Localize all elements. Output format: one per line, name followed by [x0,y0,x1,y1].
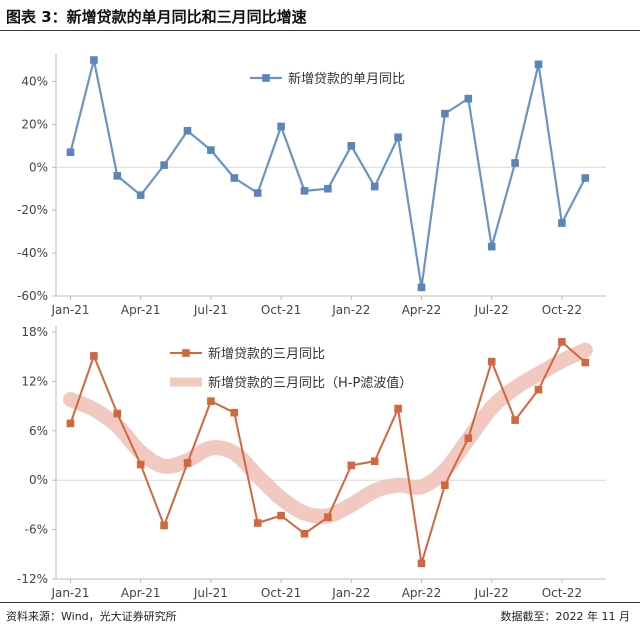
data-point-three-month-yoy [581,358,590,367]
y-tick-label: -20% [17,203,48,217]
data-point-single-month-yoy [581,174,590,182]
title-divider [0,30,640,31]
data-point-single-month-yoy [534,60,543,69]
data-point-single-month-yoy [441,109,449,118]
bottom-chart: -12% -6% 0% 6% 12% 18% Jan-21 Apr-21 Jul-21 Oct-2… [17,325,606,600]
data-point-three-month-yoy [441,481,449,489]
data-point-single-month-yoy [183,127,192,135]
data-point-single-month-yoy [136,191,145,199]
data-point-three-month-yoy [160,521,168,530]
data-point-three-month-yoy [511,416,519,424]
data-point-three-month-yoy [207,397,215,405]
x-tick-label: Apr-22 [402,303,442,317]
x-tick-label: Oct-22 [542,303,582,317]
data-point-single-month-yoy [324,184,332,193]
y-tick-label: 20% [21,117,48,131]
data-point-three-month-yoy [253,519,262,527]
footer-divider [0,602,640,603]
data-point-single-month-yoy [207,146,215,154]
x-tick-label: Jul-22 [474,303,509,317]
data-point-three-month-yoy [464,434,473,443]
x-tick-label: Oct-21 [261,303,301,317]
data-point-three-month-yoy [230,408,239,417]
date-note: 数据截至：2022 年 11 月 [500,610,630,623]
data-point-single-month-yoy [394,133,402,142]
x-tick-label: Jan-22 [331,586,370,600]
x-tick-label: Apr-22 [402,586,442,600]
x-tick-label: Jan-21 [50,586,89,600]
data-point-single-month-yoy [66,148,75,157]
y-tick-label: 0% [29,160,48,174]
x-tick-label: Oct-22 [542,586,582,600]
y-tick-label: 12% [21,374,48,388]
x-tick-label: Oct-21 [261,586,301,600]
data-point-single-month-yoy [464,94,473,103]
data-point-single-month-yoy [300,187,309,195]
data-point-single-month-yoy [370,182,379,191]
y-tick-label: -60% [17,289,48,303]
y-tick-label: 6% [29,424,48,438]
legend-label-three-month: 新增贷款的三月同比 [208,346,325,362]
x-tick-label: Apr-21 [121,586,161,600]
y-tick-label: -12% [17,572,48,586]
data-point-single-month-yoy [417,283,426,292]
x-tick-label: Jul-21 [193,586,228,600]
x-tick-label: Jul-21 [193,303,228,317]
x-tick-label: Jul-22 [474,586,509,600]
data-point-three-month-yoy [394,404,402,413]
series-line-single-month-yoy [69,58,587,289]
legend-marker-single-month [262,74,270,82]
data-point-single-month-yoy [113,172,122,180]
data-point-three-month-yoy [66,419,75,428]
legend-label-hp-trend: 新增贷款的三月同比（H-P滤波值） [208,375,412,391]
data-point-three-month-yoy [370,457,379,466]
top-chart: -60% -40% -20% 0% 20% 40% Jan-21 Apr-21 Jul-21 Oc… [17,54,606,317]
data-point-single-month-yoy [277,122,285,131]
y-tick-label: 0% [29,473,48,487]
data-point-single-month-yoy [487,242,496,251]
data-point-three-month-yoy [183,459,192,467]
legend-label-single-month: 新增贷款的单月同比 [288,71,405,87]
data-point-three-month-yoy [277,511,285,520]
y-tick-label: -40% [17,246,48,260]
data-point-single-month-yoy [558,219,566,227]
x-tick-label: Jan-22 [331,303,370,317]
data-point-three-month-yoy [324,513,332,522]
data-point-single-month-yoy [230,174,239,182]
figure-title: 图表 3：新增贷款的单月同比和三月同比增速 [6,8,307,26]
data-point-single-month-yoy [511,159,519,167]
data-point-three-month-yoy [558,338,566,346]
data-point-three-month-yoy [534,385,543,394]
data-point-three-month-yoy [90,352,98,360]
y-tick-label: 18% [21,325,48,339]
data-point-single-month-yoy [253,189,262,197]
data-point-single-month-yoy [160,161,168,169]
charts-canvas: -60% -40% -20% 0% 20% 40% Jan-21 Apr-21 Jul-21 Oc… [17,54,606,600]
data-point-three-month-yoy [113,409,122,418]
data-point-single-month-yoy [90,56,98,64]
legend-marker-three-month [182,349,190,357]
y-tick-label: 40% [21,74,48,88]
data-point-three-month-yoy [417,559,426,568]
data-point-three-month-yoy [487,357,496,366]
x-tick-label: Jan-21 [50,303,89,317]
x-tick-label: Apr-21 [121,303,161,317]
data-point-single-month-yoy [347,142,356,150]
y-tick-label: -6% [25,523,48,537]
data-point-three-month-yoy [300,529,309,538]
source-note: 资料来源：Wind，光大证券研究所 [6,610,177,623]
data-point-three-month-yoy [347,461,356,470]
data-point-three-month-yoy [136,460,145,469]
